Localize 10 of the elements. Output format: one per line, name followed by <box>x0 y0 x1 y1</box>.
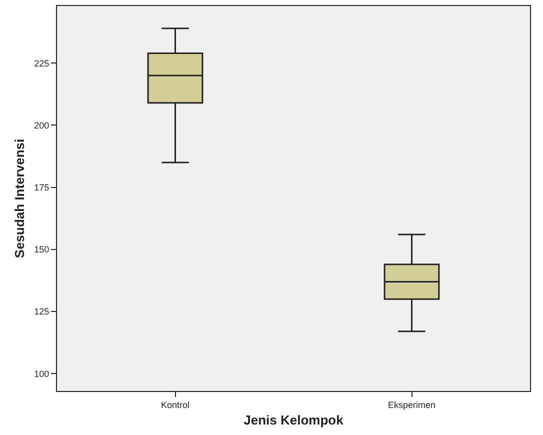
y-tick-label: 225 <box>34 58 50 68</box>
y-tick-label: 175 <box>34 182 50 192</box>
y-tick-label: 125 <box>34 306 50 317</box>
x-tick-label: Kontrol <box>160 400 190 410</box>
x-axis-title: Jenis Kelompok <box>244 412 344 428</box>
y-axis-title: Sesudah Intervensi <box>12 138 28 258</box>
y-tick-label: 200 <box>34 120 50 130</box>
x-tick-label: Eksperimen <box>388 400 436 410</box>
y-tick-label: 100 <box>34 368 50 379</box>
y-tick-label: 150 <box>34 244 50 255</box>
